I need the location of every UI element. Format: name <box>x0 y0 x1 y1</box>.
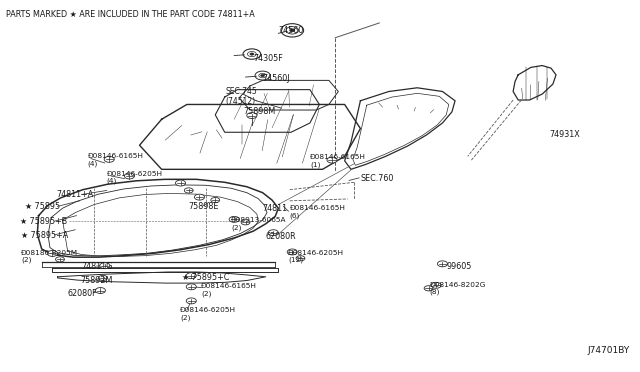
Text: 74811: 74811 <box>262 204 288 213</box>
Text: Ð08146-6205H
(4): Ð08146-6205H (4) <box>107 171 163 184</box>
Text: 74560J: 74560J <box>262 74 290 83</box>
Text: ★ 75895+B: ★ 75895+B <box>20 217 67 226</box>
Text: PARTS MARKED ★ ARE INCLUDED IN THE PART CODE 74811+A: PARTS MARKED ★ ARE INCLUDED IN THE PART … <box>6 10 255 19</box>
Circle shape <box>186 284 196 290</box>
Text: Ð08146-6165H
(1): Ð08146-6165H (1) <box>310 154 366 167</box>
Text: 74560: 74560 <box>278 26 303 35</box>
Text: 75898E: 75898E <box>189 202 219 211</box>
Circle shape <box>195 194 205 200</box>
Text: 74811G: 74811G <box>81 262 113 271</box>
Circle shape <box>56 257 65 262</box>
Circle shape <box>186 273 196 279</box>
Text: 75898M: 75898M <box>244 108 276 116</box>
Circle shape <box>186 298 196 304</box>
Circle shape <box>287 249 298 255</box>
Text: 75892M: 75892M <box>80 276 113 285</box>
Circle shape <box>47 250 58 256</box>
Text: J74701BY: J74701BY <box>588 346 630 355</box>
Text: ★ 75895+C: ★ 75895+C <box>182 273 229 282</box>
Text: 74931X: 74931X <box>550 129 580 139</box>
Circle shape <box>268 230 278 235</box>
Text: 62080R: 62080R <box>266 232 296 241</box>
Circle shape <box>247 113 257 119</box>
Circle shape <box>437 261 447 267</box>
Circle shape <box>229 217 239 222</box>
Circle shape <box>424 286 433 291</box>
Circle shape <box>184 188 193 193</box>
Circle shape <box>290 29 295 32</box>
Text: Ð08186-8205M
(2): Ð08186-8205M (2) <box>21 250 78 263</box>
Text: 74811+A: 74811+A <box>56 190 93 199</box>
Text: Ð08146-6165H
(2): Ð08146-6165H (2) <box>202 283 257 296</box>
Text: Ð08146-8202G
(8): Ð08146-8202G (8) <box>430 282 486 295</box>
Text: 62080F: 62080F <box>68 289 97 298</box>
Text: Ð08146-6165H
(4): Ð08146-6165H (4) <box>88 153 143 167</box>
Text: Ð08913-6065A
(2): Ð08913-6065A (2) <box>231 217 287 231</box>
Circle shape <box>211 198 220 203</box>
Text: Ð08146-6205H
(12): Ð08146-6205H (12) <box>289 250 344 263</box>
Circle shape <box>124 173 134 179</box>
Text: 74305F: 74305F <box>253 54 283 62</box>
Circle shape <box>100 263 110 269</box>
Circle shape <box>95 288 106 294</box>
Circle shape <box>104 156 115 162</box>
Text: SEC.760: SEC.760 <box>360 174 394 183</box>
Circle shape <box>241 220 250 225</box>
Text: ★ 75895+A: ★ 75895+A <box>21 231 68 240</box>
Circle shape <box>431 282 441 288</box>
Text: 99605: 99605 <box>446 262 472 271</box>
Circle shape <box>175 180 186 186</box>
Text: ★ 75895: ★ 75895 <box>25 202 60 211</box>
Circle shape <box>260 74 264 77</box>
Circle shape <box>327 157 337 163</box>
Circle shape <box>99 275 108 280</box>
Text: Ð08146-6165H
(6): Ð08146-6165H (6) <box>290 205 346 219</box>
Text: Ð08146-6205H
(2): Ð08146-6205H (2) <box>180 307 236 321</box>
Circle shape <box>296 256 305 261</box>
Circle shape <box>250 53 253 55</box>
Text: SEC.745
(74512): SEC.745 (74512) <box>225 87 257 106</box>
